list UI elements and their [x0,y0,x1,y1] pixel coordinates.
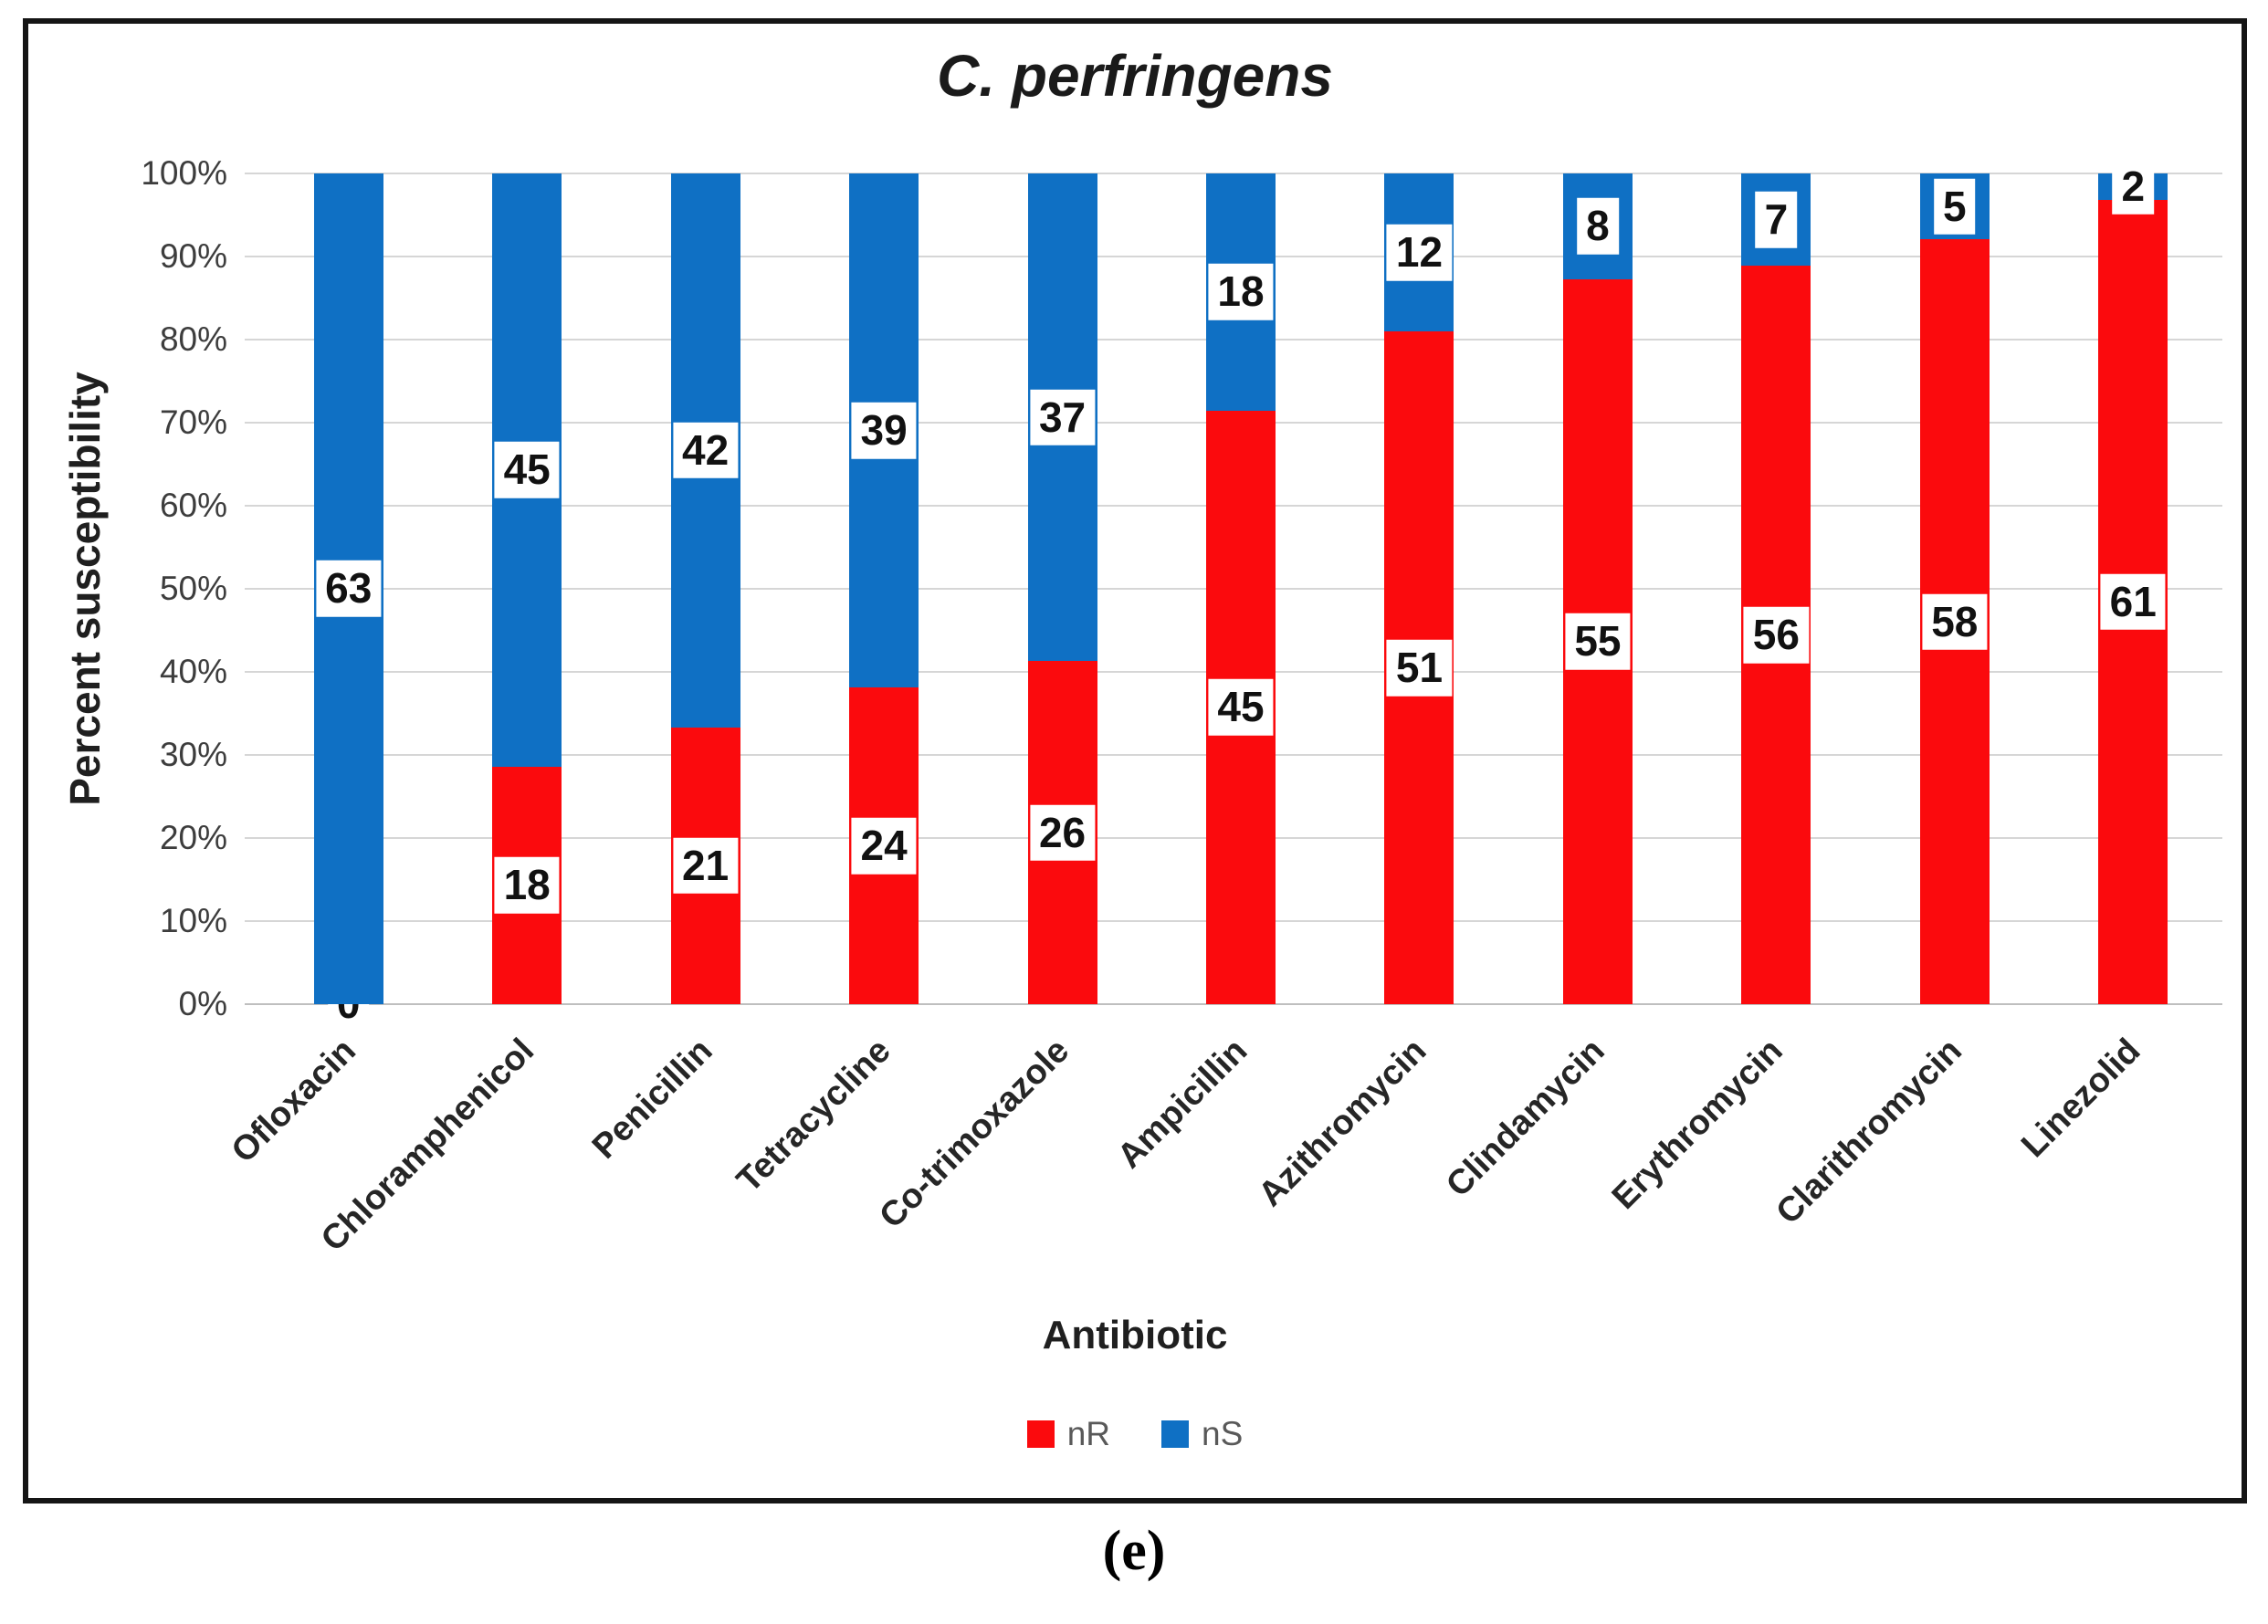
data-label-nr-chloramphenicol: 18 [494,857,560,914]
y-tick-label: 30% [159,736,227,773]
bar-erythromycin: 56 7 [1741,173,1811,1004]
y-tick-label: 0% [178,985,227,1022]
data-label-ns-tetracycline: 39 [851,402,917,459]
bar-clindamycin: 55 8 [1562,173,1633,1004]
legend-item-nr: nR [1026,1415,1111,1453]
chart-frame: C. perfringens Percent susceptibility 0%… [23,18,2247,1504]
data-label-nr-linezolid: 61 [2100,573,2166,631]
bar-penicillin: 21 42 [670,173,740,1004]
y-tick-label: 100% [141,154,227,192]
legend-swatch-ns-icon [1161,1420,1190,1448]
data-label-ns-erythromycin: 7 [1755,191,1798,248]
data-label-nr-erythromycin: 56 [1743,606,1809,664]
x-axis-label-ofloxacin: Ofloxacin [224,1032,363,1171]
x-axis-label-ampicillin: Ampicillin [1110,1032,1255,1177]
x-axis-line [245,1003,2222,1005]
data-label-ns-chloramphenicol: 45 [494,442,560,498]
y-tick-label: 20% [159,819,227,856]
legend-item-ns: nS [1161,1415,1243,1453]
legend-swatch-nr-icon [1026,1420,1055,1448]
x-axis-label-erythromycin: Erythromycin [1605,1032,1791,1217]
data-label-nr-penicillin: 21 [673,837,739,895]
y-tick-label: 70% [159,403,227,441]
bar-azithromycin: 51 12 [1384,173,1454,1004]
data-label-nr-co-trimoxazole: 26 [1029,804,1096,861]
data-label-ns-penicillin: 42 [673,422,739,479]
legend-label-ns: nS [1202,1415,1244,1452]
chart-title: C. perfringens [937,43,1333,109]
legend-label-nr: nR [1066,1415,1111,1452]
bar-clarithromycin: 58 5 [1919,173,1990,1004]
y-tick-label: 90% [159,237,227,275]
y-tick-label: 40% [159,653,227,690]
x-axis-label-tetracycline: Tetracycline [730,1032,898,1200]
plot-area: 063184521422439263745185112558567585612 [245,158,2222,1032]
y-tick-label: 80% [159,320,227,358]
y-tick-label: 60% [159,487,227,524]
x-axis-label-penicillin: Penicillin [584,1032,720,1167]
x-axis-label-co-trimoxazole: Co-trimoxazole [872,1032,1077,1236]
x-axis-label-linezolid: Linezolid [2013,1032,2147,1166]
data-label-nr-tetracycline: 24 [851,817,917,875]
x-axis-label-clarithromycin: Clarithromycin [1769,1032,1969,1232]
data-label-ns-co-trimoxazole: 37 [1029,389,1096,445]
x-axis-label-azithromycin: Azithromycin [1251,1032,1434,1214]
figure-caption: (e) [1102,1520,1166,1582]
data-label-ns-clarithromycin: 5 [1934,178,1976,235]
bar-chloramphenicol: 18 45 [492,173,562,1004]
x-axis-labels: Ofloxacin Chloramphenicol Penicillin Tetrac… [224,1017,2222,1327]
data-label-nr-ampicillin: 45 [1208,679,1274,736]
data-label-nr-azithromycin: 51 [1386,639,1453,697]
bar-ampicillin: 45 18 [1206,173,1276,1004]
bar-linezolid: 61 2 [2098,158,2168,1004]
legend: nR nS [28,1415,2242,1453]
x-axis-label-clindamycin: Clindamycin [1439,1032,1612,1205]
y-tick-label: 50% [159,570,227,607]
data-label-nr-clarithromycin: 58 [1922,593,1988,650]
bar-ofloxacin: 063 [313,173,383,1032]
bar-co-trimoxazole: 26 37 [1027,173,1097,1004]
data-label-ns-ofloxacin: 63 [316,561,382,617]
y-tick-label: 10% [159,902,227,939]
data-label-ns-clindamycin: 8 [1577,198,1619,255]
data-label-ns-ampicillin: 18 [1208,264,1274,320]
y-axis-tick-labels: 0% 10% 20% 30% 40% 50% 60% 70% 80% 90% 100% [28,154,227,1022]
data-label-nr-clindamycin: 55 [1565,613,1631,670]
x-axis-title: Antibiotic [1042,1313,1228,1357]
data-label-ns-azithromycin: 12 [1386,224,1453,281]
data-label-ns-linezolid: 2 [2112,158,2155,215]
bar-tetracycline: 24 39 [849,173,919,1004]
